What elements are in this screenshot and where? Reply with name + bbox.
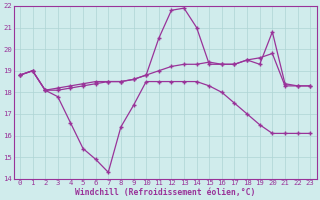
X-axis label: Windchill (Refroidissement éolien,°C): Windchill (Refroidissement éolien,°C) <box>75 188 255 197</box>
